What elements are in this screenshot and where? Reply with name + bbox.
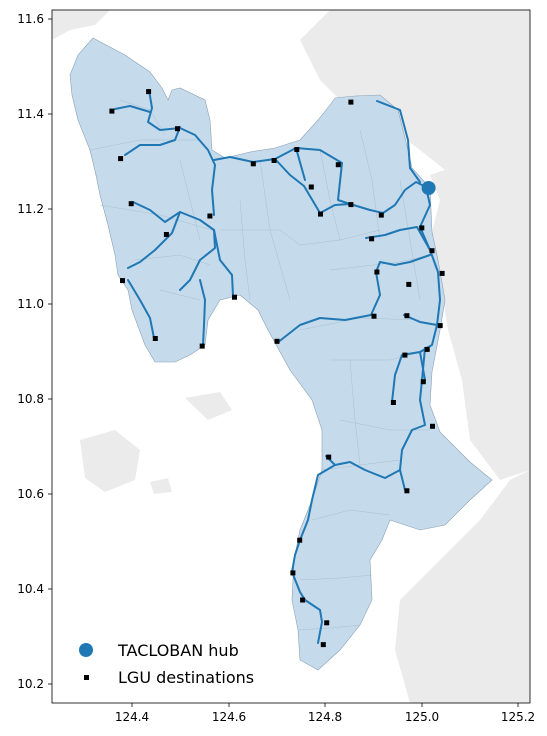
background-islands bbox=[52, 10, 530, 703]
lgu-destination-marker bbox=[348, 202, 354, 208]
lgu-destination-marker bbox=[109, 108, 115, 114]
lgu-destination-marker bbox=[199, 343, 205, 349]
lgu-destination-marker bbox=[424, 346, 430, 352]
x-tick-label: 124.8 bbox=[308, 710, 342, 724]
y-tick-label: 10.6 bbox=[17, 487, 44, 501]
lgu-destination-marker bbox=[320, 642, 326, 648]
x-axis: 124.4 124.6 124.8 125.0 125.2 bbox=[115, 703, 535, 724]
y-tick-label: 11.4 bbox=[17, 107, 44, 121]
leyte-island bbox=[69, 37, 493, 671]
x-tick-label: 124.6 bbox=[212, 710, 246, 724]
lgu-destination-marker bbox=[294, 147, 300, 152]
road-routes bbox=[114, 89, 441, 644]
lgu-destination-marker bbox=[232, 294, 237, 300]
lgu-destination-marker bbox=[324, 620, 330, 626]
map-layers bbox=[52, 10, 530, 703]
x-tick-label: 125.2 bbox=[501, 710, 535, 724]
y-tick-label: 11.6 bbox=[17, 12, 44, 26]
legend-destination-marker bbox=[84, 675, 89, 680]
lgu-destination-marker bbox=[369, 236, 375, 242]
y-axis: 11.6 11.4 11.2 11.0 10.8 10.6 10.4 10.2 bbox=[17, 12, 52, 691]
small-island-b bbox=[150, 478, 172, 494]
lgu-destination-marker bbox=[163, 232, 169, 237]
lgu-destination-marker bbox=[404, 313, 410, 319]
lgu-destination-marker bbox=[420, 379, 426, 385]
lgu-destination-marker bbox=[250, 161, 256, 167]
lgu-destination-marker bbox=[326, 454, 332, 460]
lgu-destination-marker bbox=[175, 126, 180, 132]
small-island-a bbox=[185, 392, 232, 420]
mindanao-coast bbox=[395, 470, 530, 703]
lgu-destination-marker bbox=[378, 212, 384, 218]
lgu-destination-marker bbox=[308, 184, 314, 190]
lgu-destination-marker bbox=[271, 158, 277, 163]
lgu-destination-marker bbox=[402, 352, 408, 358]
destination-markers bbox=[109, 89, 445, 648]
axes-frame bbox=[51, 9, 531, 704]
lgu-destination-marker bbox=[335, 162, 341, 168]
legend-destination-label: LGU destinations bbox=[118, 668, 254, 687]
lgu-destination-marker bbox=[439, 270, 445, 276]
cebu-bohol-island bbox=[80, 430, 140, 492]
lgu-destination-marker bbox=[371, 313, 377, 319]
lgu-destination-marker bbox=[429, 248, 435, 254]
lgu-destination-marker bbox=[146, 89, 152, 95]
lgu-destination-marker bbox=[430, 423, 435, 429]
lgu-destination-marker bbox=[374, 269, 380, 275]
lgu-destination-marker bbox=[419, 225, 425, 231]
lgu-destination-marker bbox=[120, 278, 125, 284]
y-tick-label: 10.8 bbox=[17, 392, 44, 406]
samar-island bbox=[300, 10, 530, 480]
lgu-destination-marker bbox=[406, 281, 412, 287]
lgu-destination-marker bbox=[207, 213, 213, 219]
y-tick-label: 10.2 bbox=[17, 677, 44, 691]
y-tick-label: 11.2 bbox=[17, 202, 44, 216]
x-tick-label: 124.4 bbox=[115, 710, 149, 724]
y-tick-label: 11.0 bbox=[17, 297, 44, 311]
lgu-destination-marker bbox=[437, 323, 443, 329]
y-tick-label: 10.4 bbox=[17, 582, 44, 596]
lgu-destination-marker bbox=[297, 537, 303, 543]
lgu-destination-marker bbox=[274, 338, 280, 344]
legend: TACLOBAN hub LGU destinations bbox=[79, 641, 254, 687]
legend-hub-marker bbox=[79, 643, 93, 657]
lgu-destination-marker bbox=[390, 400, 396, 405]
lgu-destination-marker bbox=[318, 211, 323, 217]
lgu-destination-marker bbox=[348, 99, 354, 105]
tacloban-hub-marker bbox=[421, 181, 436, 195]
lgu-destination-marker bbox=[128, 201, 134, 207]
lgu-destination-marker bbox=[152, 336, 158, 341]
legend-hub-label: TACLOBAN hub bbox=[117, 641, 239, 660]
x-tick-label: 125.0 bbox=[405, 710, 439, 724]
lgu-destination-marker bbox=[300, 597, 306, 603]
lgu-destination-marker bbox=[404, 488, 410, 494]
lgu-destination-marker bbox=[290, 570, 296, 576]
biliran-coast bbox=[52, 10, 110, 40]
lgu-destination-marker bbox=[118, 156, 124, 162]
